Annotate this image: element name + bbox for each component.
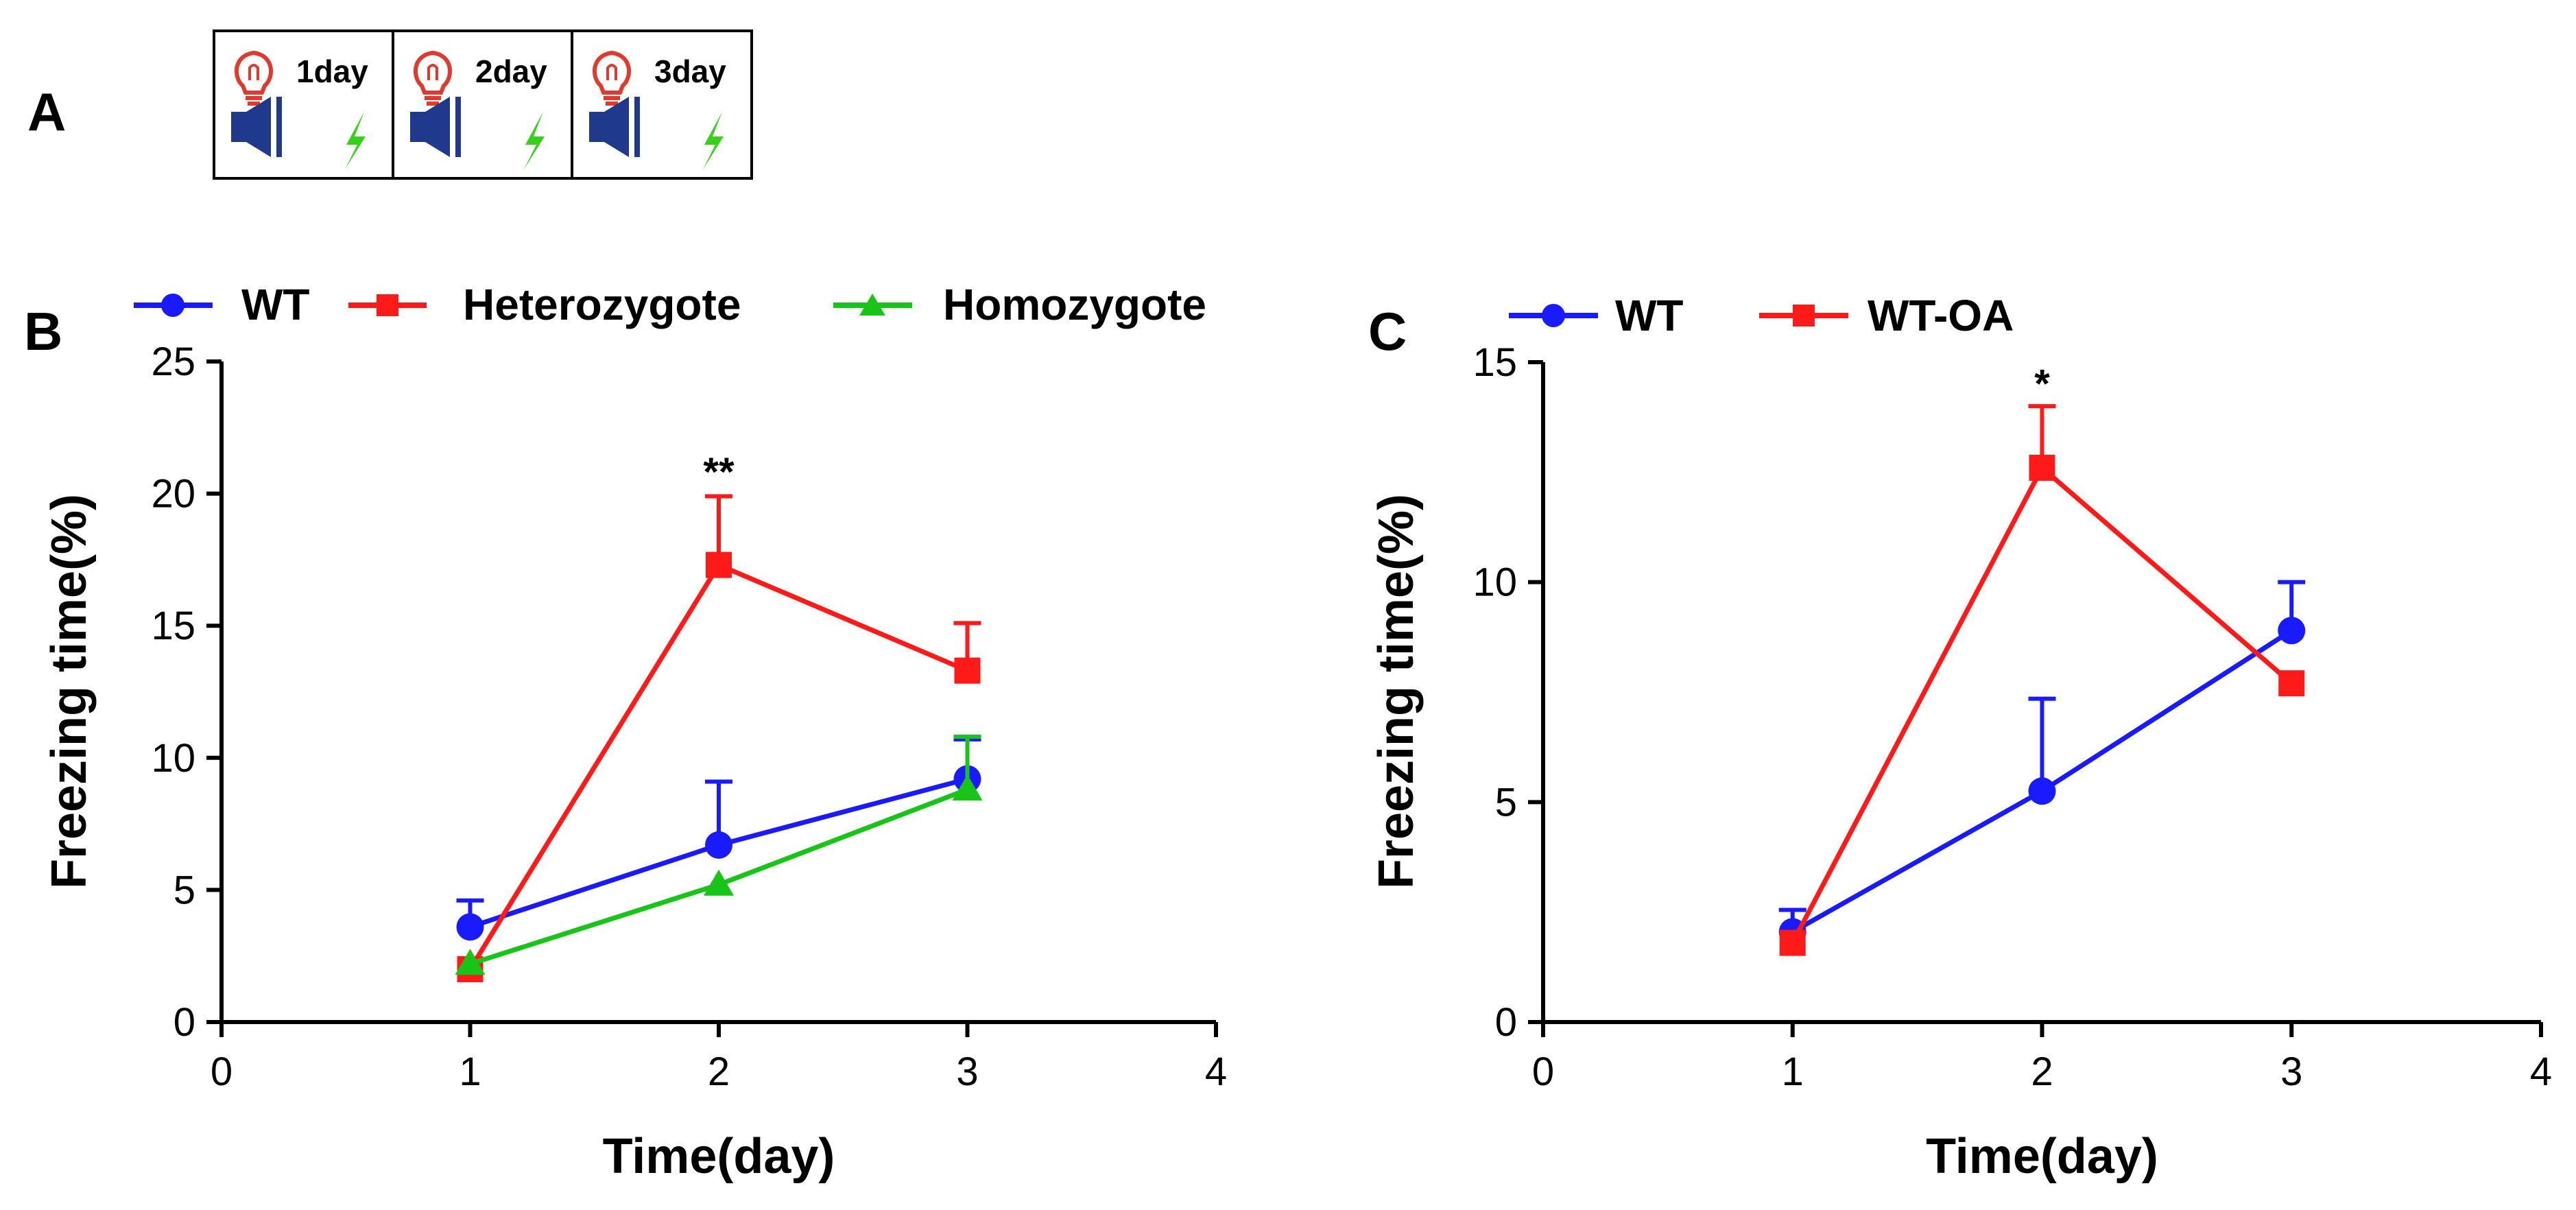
- x-tick-label: 4: [2530, 1049, 2552, 1094]
- legend-marker-triangle: [859, 294, 885, 316]
- x-tick-label: 2: [2031, 1049, 2053, 1094]
- protocol-day-label: 2day: [475, 54, 547, 89]
- plot-area-b: 0 5 10 15 20 25 0 1 2 3 4 Time(day) Freezing time(%)…: [42, 340, 1227, 1184]
- data-point: [2028, 777, 2056, 805]
- data-point: [706, 551, 732, 578]
- y-axis-title: Freezing time(%): [42, 494, 97, 889]
- x-tick-label: 2: [708, 1049, 730, 1094]
- series-homozygote: [455, 734, 983, 975]
- y-tick-label: 20: [151, 472, 195, 517]
- protocol-cell-day-3: 3day: [589, 50, 726, 169]
- lightning-icon: [345, 112, 366, 169]
- legend-label: WT: [241, 280, 310, 329]
- data-point: [2278, 617, 2306, 645]
- protocol-box-border: [213, 29, 753, 180]
- light-bulb-icon: [235, 50, 273, 106]
- y-axis-title: Freezing time(%): [1369, 494, 1424, 889]
- data-point: [456, 913, 484, 941]
- series-heterozygote: [457, 494, 981, 982]
- protocol-day-label: 3day: [654, 54, 726, 89]
- x-tick-label: 3: [956, 1049, 978, 1094]
- protocol-box: 1day 2day: [213, 29, 753, 180]
- data-point: [952, 774, 983, 801]
- legend-marker-square: [1793, 305, 1815, 327]
- x-tick-label: 0: [1532, 1049, 1554, 1094]
- y-tick-label: 15: [151, 604, 195, 648]
- y-tick-label: 0: [1495, 1000, 1517, 1045]
- series-wt: [1778, 580, 2306, 946]
- legend-label: Homozygote: [943, 280, 1206, 329]
- y-tick-label: 10: [151, 736, 195, 781]
- legend-item: Heterozygote: [348, 280, 741, 329]
- legend-label: WT: [1615, 291, 1684, 340]
- plot-area-c: 0 5 10 15 0 1 2 3 4 Time(day) Freezing time(%) *: [1369, 340, 2552, 1184]
- y-tick-label: 15: [1472, 340, 1517, 385]
- data-point: [704, 869, 734, 896]
- legend-item: WT-OA: [1759, 291, 2014, 340]
- x-axis-title: Time(day): [603, 1129, 835, 1184]
- protocol-day-label: 1day: [296, 54, 368, 89]
- legend-marker-square: [377, 294, 398, 316]
- legend-item: WT: [134, 280, 310, 329]
- data-point: [1779, 929, 1806, 956]
- data-point: [705, 831, 732, 859]
- data-point: [954, 657, 981, 684]
- y-tick-label: 5: [174, 868, 195, 912]
- panel-a-label: A: [27, 82, 66, 142]
- legend-marker-circle: [1542, 304, 1565, 327]
- series-line: [468, 562, 968, 971]
- data-point: [455, 949, 486, 975]
- series-wt-oa: [1779, 404, 2305, 956]
- y-tick-label: 0: [174, 1000, 195, 1045]
- panel-c-label: C: [1368, 301, 1407, 361]
- x-tick-label: 3: [2280, 1049, 2302, 1094]
- chart-panel-b: B 0 5 10 15 20 25 0 1 2 3 4 Time(day) Freezing time(…: [24, 280, 1227, 1184]
- significance-marker: **: [703, 450, 735, 495]
- legend-label: Heterozygote: [463, 280, 741, 329]
- y-tick-label: 5: [1495, 780, 1517, 825]
- lightning-icon: [703, 112, 724, 169]
- panel-a: A 1day: [27, 29, 753, 180]
- panel-b-label: B: [24, 301, 62, 361]
- legend-c: WT WT-OA: [1509, 291, 2014, 340]
- x-tick-label: 0: [211, 1049, 232, 1094]
- x-tick-label: 4: [1205, 1049, 1227, 1094]
- x-axis-title: Time(day): [1926, 1129, 2158, 1184]
- legend-item: WT: [1509, 291, 1684, 340]
- series-wt: [456, 737, 981, 941]
- legend-marker-circle: [161, 294, 184, 317]
- x-tick-label: 1: [459, 1049, 481, 1094]
- legend-label: WT-OA: [1868, 291, 2014, 340]
- lightning-icon: [524, 112, 545, 169]
- data-point: [2278, 670, 2305, 697]
- y-tick-label: 25: [151, 340, 195, 384]
- data-point: [2029, 454, 2055, 481]
- x-tick-label: 1: [1782, 1049, 1804, 1094]
- speaker-icon: [589, 97, 640, 157]
- y-tick-label: 10: [1472, 560, 1517, 605]
- light-bulb-icon: [593, 50, 631, 106]
- light-bulb-icon: [414, 50, 452, 106]
- legend-item: Homozygote: [833, 280, 1206, 329]
- protocol-cell-day-2: 2day: [410, 50, 547, 169]
- protocol-cell-day-1: 1day: [231, 50, 368, 169]
- speaker-icon: [410, 97, 461, 157]
- significance-marker: *: [2034, 361, 2050, 406]
- speaker-icon: [231, 97, 282, 157]
- legend-b: WT Heterozygote Homozygote: [134, 280, 1206, 329]
